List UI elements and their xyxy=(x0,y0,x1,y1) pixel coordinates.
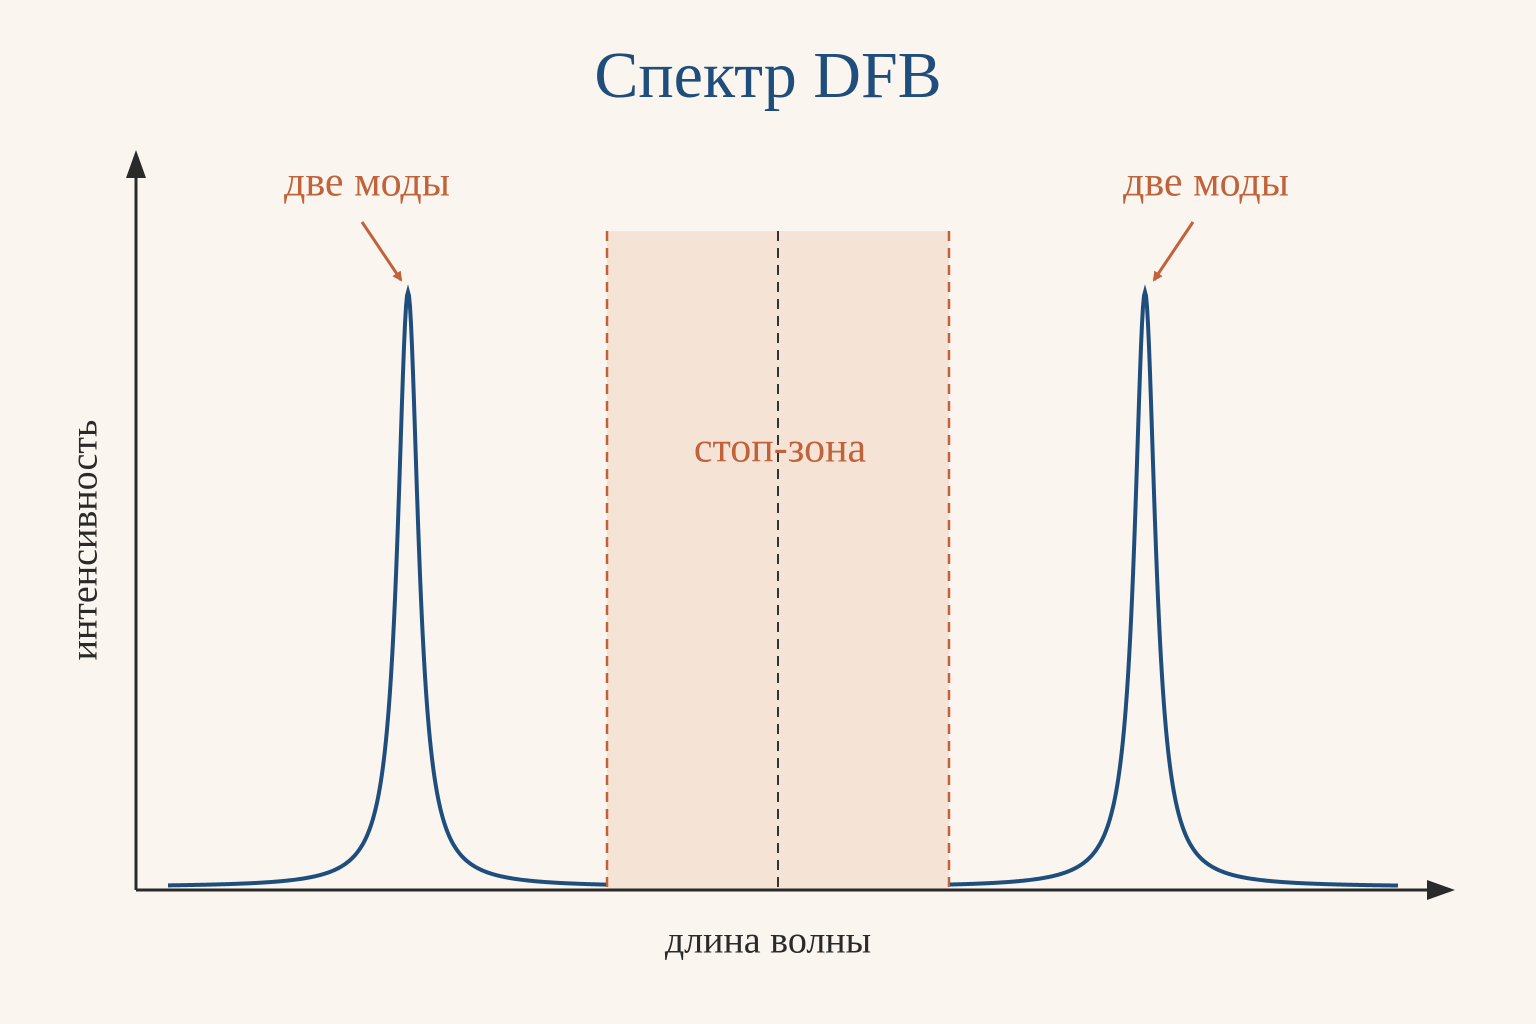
mode-peak xyxy=(949,284,1399,888)
annotation-arrow xyxy=(1152,221,1195,282)
x-axis-arrow xyxy=(1427,880,1455,900)
x-axis-label: длина волны xyxy=(665,920,871,962)
mode-label: две моды xyxy=(284,160,450,206)
y-axis-label: интенсивность xyxy=(64,420,106,661)
mode-peak xyxy=(167,284,607,888)
y-axis-arrow xyxy=(126,150,146,178)
stop-band-label: стоп-зона xyxy=(694,426,867,472)
annotation-arrow xyxy=(360,221,403,282)
mode-label: две моды xyxy=(1123,160,1289,206)
title: Спектр DFB xyxy=(594,39,941,112)
